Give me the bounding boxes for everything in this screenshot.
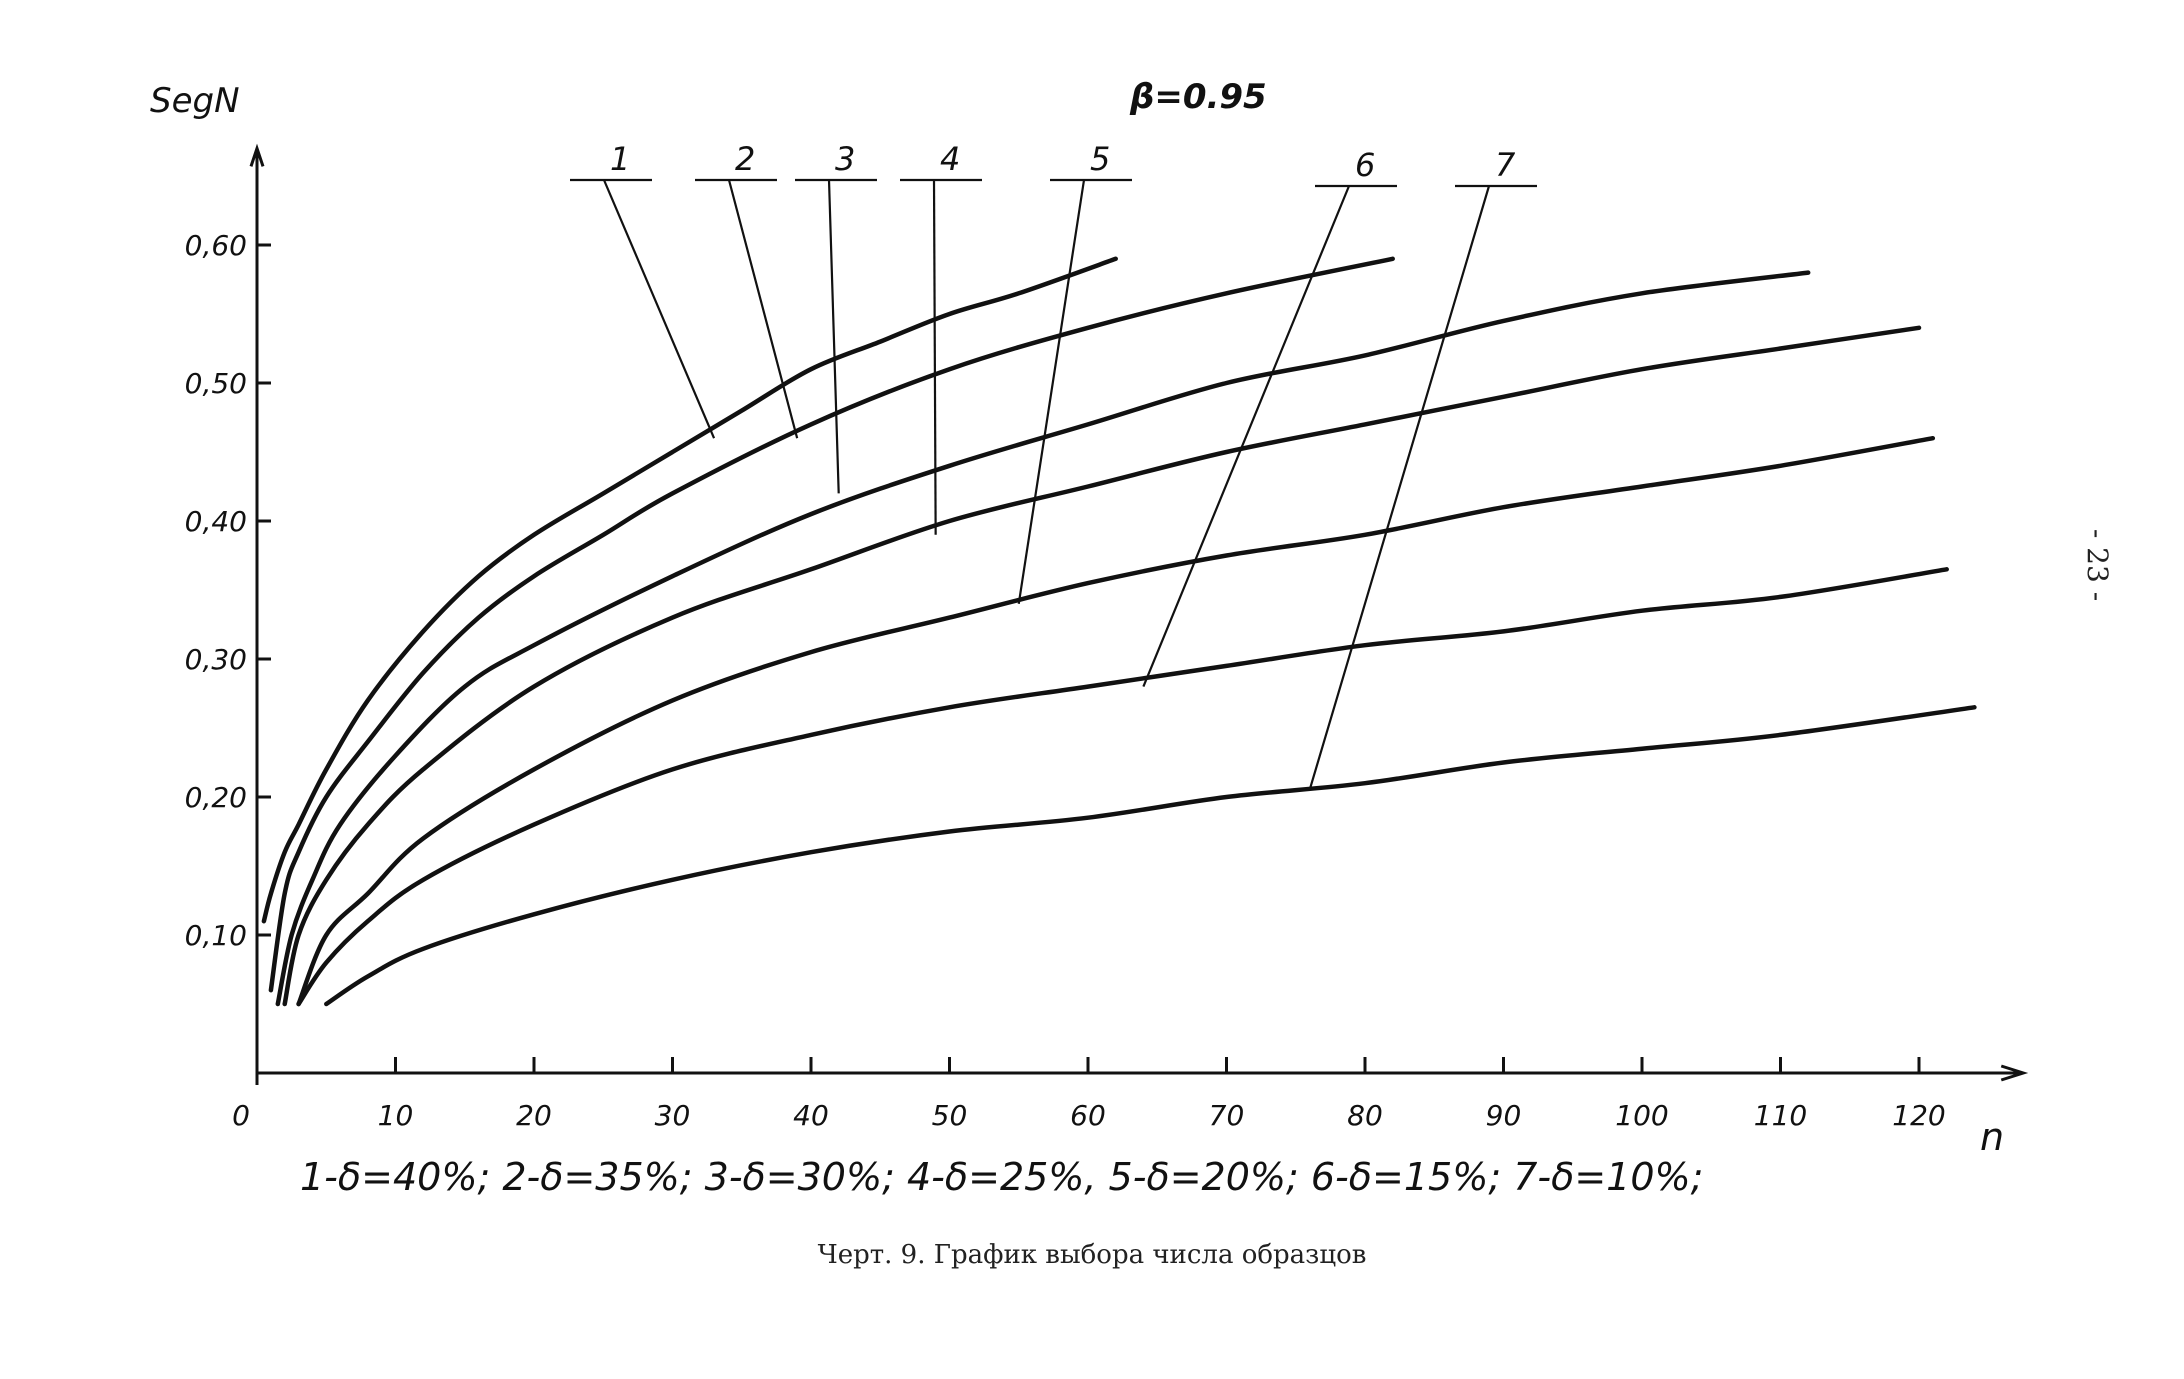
x-tick-label: 70: [1209, 1099, 1245, 1132]
page-number: - 23 -: [2081, 528, 2114, 602]
x-tick-label: 110: [1754, 1099, 1807, 1132]
callout-leader-3: [827, 179, 840, 494]
callout-label-5: 5: [1090, 140, 1110, 178]
x-tick-label: 120: [1892, 1099, 1945, 1132]
curve-4: [282, 325, 1922, 1007]
x-tick-label: 40: [793, 1099, 829, 1132]
x-tick-label: 30: [655, 1099, 691, 1132]
curve-1: [261, 256, 1118, 924]
callout-leader-6: [1142, 185, 1351, 688]
callout-label-3: 3: [835, 140, 855, 178]
callout-leader-7: [1308, 185, 1491, 791]
x-tick-label: 100: [1615, 1099, 1668, 1132]
x-tick-label: 90: [1486, 1099, 1522, 1132]
callout-label-4: 4: [940, 140, 960, 178]
figure-caption: Черт. 9. График выбора числа образцов: [817, 1240, 1367, 1270]
curve-callouts: 1 2 3 4 5 6 7: [570, 140, 1537, 791]
x-axis-arrow: [2000, 1064, 2029, 1082]
y-tick-label: 0,50: [185, 367, 247, 400]
y-tick-label: 0,60: [185, 229, 247, 262]
curve-2: [268, 256, 1395, 993]
y-ticks: 0,10 0,20 0,30 0,40 0,50 0,60: [185, 229, 271, 952]
y-tick-label: 0,20: [185, 781, 247, 814]
y-axis-label: SegN: [150, 81, 240, 121]
x-tick-label: 60: [1070, 1099, 1106, 1132]
callout-leader-1: [602, 179, 716, 439]
x-axis-label: n: [1980, 1115, 2004, 1159]
curve-6: [296, 567, 1949, 1007]
curve-3: [275, 270, 1811, 1007]
callout-leader-2: [727, 179, 799, 439]
x-tick-label: 10: [378, 1099, 414, 1132]
y-tick-label: 0,40: [185, 505, 247, 538]
callout-label-6: 6: [1355, 146, 1375, 184]
legend-text: 1-δ=40%; 2-δ=35%; 3-δ=30%; 4-δ=25%, 5-δ=…: [300, 1155, 1703, 1199]
x-tick-label: 80: [1347, 1099, 1383, 1132]
callout-label-7: 7: [1495, 146, 1516, 184]
callout-label-1: 1: [610, 140, 630, 178]
x-tick-label: 0: [232, 1099, 250, 1132]
y-tick-label: 0,30: [185, 643, 247, 676]
y-tick-label: 0,10: [185, 919, 247, 952]
x-ticks: 0 10 20 30 40 50 60 70 80 90 100 110 120: [232, 1057, 1946, 1132]
callout-leader-4: [932, 179, 937, 535]
axes: [249, 143, 2029, 1085]
beta-annotation: β=0.95: [1129, 77, 1267, 117]
curve-5: [296, 435, 1936, 1007]
x-tick-label: 50: [932, 1099, 968, 1132]
callout-label-2: 2: [735, 140, 755, 178]
y-axis-arrow: [249, 143, 265, 167]
curves: [261, 256, 1977, 1007]
x-tick-label: 20: [516, 1099, 552, 1132]
curve-7: [324, 705, 1977, 1007]
callout-leader-5: [1017, 179, 1086, 604]
